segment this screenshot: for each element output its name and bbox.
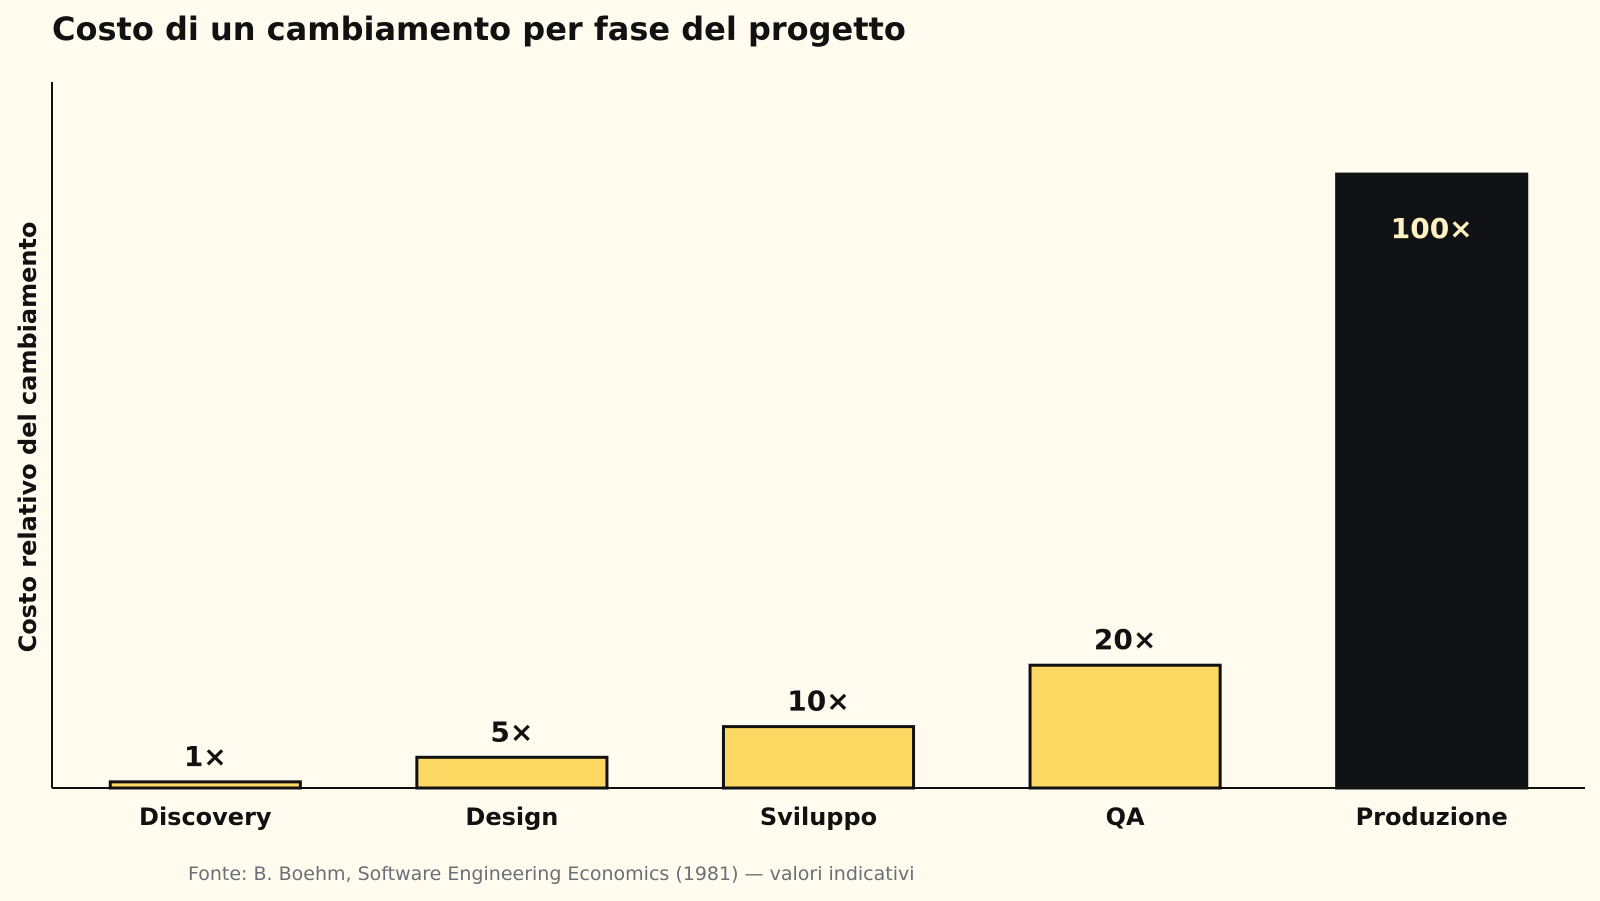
x-tick-discovery: Discovery: [139, 803, 272, 831]
x-tick-sviluppo: Sviluppo: [760, 803, 877, 831]
x-tick-design: Design: [465, 803, 558, 831]
bar-produzione: [1335, 172, 1529, 790]
bar-sviluppo: [721, 725, 916, 790]
data-label-design: 5×: [490, 715, 533, 748]
x-tick-produzione: Produzione: [1356, 803, 1508, 831]
data-label-qa: 20×: [1094, 623, 1156, 656]
bar-design: [415, 755, 609, 790]
data-label-discovery: 1×: [184, 740, 227, 773]
source-note: Fonte: B. Boehm, Software Engineering Ec…: [188, 863, 915, 885]
chart-title: Costo di un cambiamento per fase del pro…: [52, 10, 906, 48]
data-label-sviluppo: 10×: [787, 685, 849, 718]
bar-discovery: [108, 780, 302, 790]
bar-qa: [1028, 663, 1222, 790]
x-tick-qa: QA: [1106, 803, 1145, 831]
labels-layer: 1× 5× 10× 20× 100×: [184, 212, 1473, 773]
data-label-produzione: 100×: [1391, 212, 1473, 245]
x-tick-labels: Discovery Design Sviluppo QA Produzione: [139, 803, 1508, 831]
bars-layer: [108, 172, 1529, 790]
